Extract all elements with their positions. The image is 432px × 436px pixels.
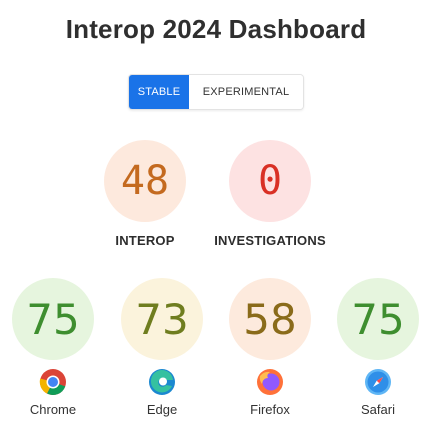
channel-toggle: STABLE EXPERIMENTAL (128, 74, 304, 110)
experimental-button[interactable]: EXPERIMENTAL (189, 75, 303, 109)
investigations-label: INVESTIGATIONS (214, 233, 326, 248)
chrome-icon (39, 369, 66, 395)
chrome-score: 75 (12, 278, 94, 360)
firefox-score: 58 (229, 278, 311, 360)
investigations-score: 0 (229, 140, 311, 222)
interop-score: 48 (104, 140, 186, 222)
firefox-icon (257, 369, 283, 395)
edge-icon (149, 369, 175, 395)
safari-label: Safari (361, 402, 395, 417)
interop-label: INTEROP (115, 233, 175, 248)
safari-icon (365, 369, 391, 395)
edge-label: Edge (146, 402, 178, 417)
page-title: Interop 2024 Dashboard (65, 14, 367, 44)
chrome-label: Chrome (29, 402, 77, 417)
stable-button[interactable]: STABLE (129, 75, 189, 109)
safari-score: 75 (337, 278, 419, 360)
edge-score: 73 (121, 278, 203, 360)
firefox-label: Firefox (250, 402, 290, 417)
